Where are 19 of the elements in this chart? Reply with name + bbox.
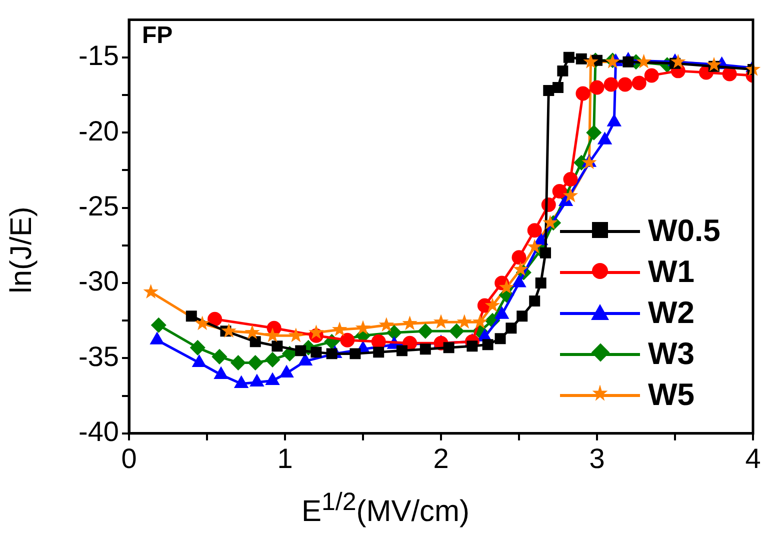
legend-label: W1 — [648, 254, 694, 290]
legend-label: W5 — [648, 376, 694, 412]
y-tick-label: -15 — [78, 40, 119, 72]
y-tick-label: -30 — [78, 266, 119, 297]
x-tick-label: 2 — [433, 442, 449, 474]
y-tick-label: -40 — [78, 416, 119, 448]
legend-label: W0.5 — [648, 212, 720, 248]
x-tick-label: 4 — [745, 442, 761, 474]
legend-label: W2 — [648, 294, 694, 330]
y-tick-label: -25 — [78, 190, 119, 222]
x-tick-label: 0 — [121, 442, 137, 474]
y-axis-title: ln(J/E) — [5, 206, 39, 294]
x-tick-label: 1 — [277, 442, 293, 474]
x-tick-label: 3 — [589, 442, 605, 474]
legend-label: W3 — [648, 336, 694, 372]
y-tick-label: -20 — [78, 115, 119, 146]
y-tick-label: -35 — [78, 340, 119, 372]
x-axis-title: E$^{1/2}$(MV/cm) — [300, 488, 471, 529]
annotation: FP — [142, 22, 173, 50]
